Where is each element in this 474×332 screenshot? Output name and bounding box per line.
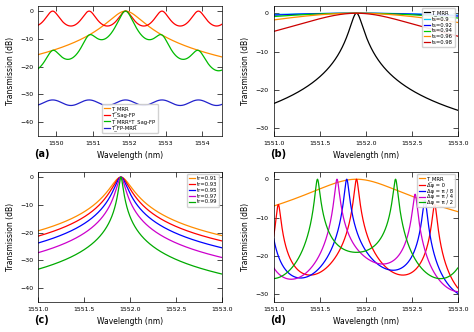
Legend: T_MRR, T_Sag-FP, T_MRR*T_Sag-FP, T_FP-MRR: T_MRR, T_Sag-FP, T_MRR*T_Sag-FP, T_FP-MR…: [102, 104, 158, 133]
X-axis label: Wavelength (nm): Wavelength (nm): [333, 151, 399, 160]
X-axis label: Wavelength (nm): Wavelength (nm): [97, 151, 163, 160]
Y-axis label: Transmission (dB): Transmission (dB): [6, 37, 15, 105]
Text: (b): (b): [270, 149, 286, 159]
Y-axis label: Transmission (dB): Transmission (dB): [241, 203, 250, 271]
Text: (d): (d): [270, 315, 286, 325]
Legend: tr=0.91, tr=0.93, tr=0.95, tr=0.97, tr=0.99: tr=0.91, tr=0.93, tr=0.95, tr=0.97, tr=0…: [187, 174, 219, 207]
Y-axis label: Transmission (dB): Transmission (dB): [6, 203, 15, 271]
Text: (c): (c): [35, 315, 49, 325]
X-axis label: Wavelength (nm): Wavelength (nm): [333, 317, 399, 326]
Legend: T_MRR, ts=0.9, ts=0.92, ts=0.94, ts=0.96, ts=0.98: T_MRR, ts=0.9, ts=0.92, ts=0.94, ts=0.96…: [422, 8, 455, 47]
Text: (a): (a): [35, 149, 50, 159]
X-axis label: Wavelength (nm): Wavelength (nm): [97, 317, 163, 326]
Legend: T_MRR, Δφ = 0, Δφ = π / 8, Δφ = π / 4, Δφ = π / 2: T_MRR, Δφ = 0, Δφ = π / 8, Δφ = π / 4, Δ…: [417, 174, 455, 207]
Y-axis label: Transmission (dB): Transmission (dB): [241, 37, 250, 105]
